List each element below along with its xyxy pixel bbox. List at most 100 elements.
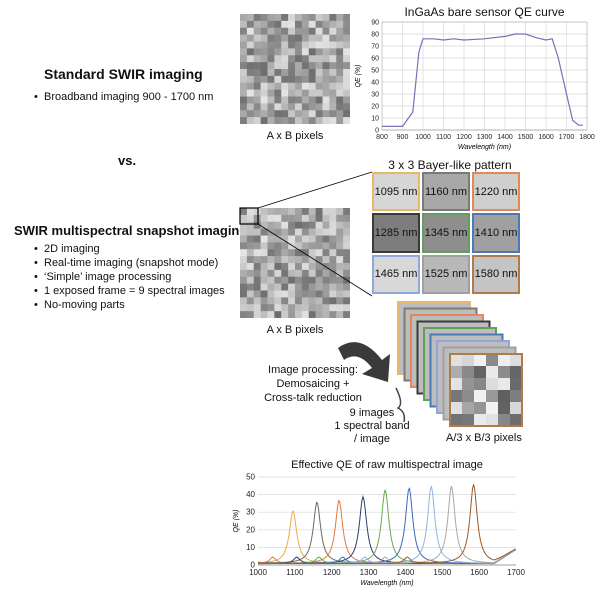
spectral-image-stack: [397, 301, 523, 427]
sensor-pixel: [295, 304, 303, 312]
sensor-pixel: [322, 75, 330, 84]
sensor-pixel: [274, 55, 282, 63]
sensor-pixel: [267, 269, 275, 278]
stack-line-1: 9 images: [349, 407, 395, 419]
sensor-pixel: [343, 304, 350, 312]
sensor-pixel: [322, 276, 330, 284]
sensor-pixel: [240, 304, 248, 312]
sensor-pixel: [343, 263, 350, 271]
processing-text: Image processing: Demosaicing + Cross-ta…: [248, 363, 378, 405]
sensor-pixel: [308, 249, 316, 257]
sensor-pixel: [295, 269, 303, 278]
sensor-pixel: [240, 214, 248, 223]
sensor-pixel: [246, 304, 255, 312]
sensor-pixel: [295, 276, 303, 284]
sensor-pixel: [281, 276, 289, 284]
sensor-pixel: [301, 235, 310, 243]
x-tick-label: 900: [397, 134, 409, 141]
sensor-pixel: [322, 69, 330, 77]
sensor-pixel: [308, 276, 316, 284]
sensor-pixel: [308, 89, 316, 97]
sensor-pixel: [315, 283, 323, 291]
x-tick-label: 1800: [579, 134, 595, 141]
sensor-pixel: [308, 283, 316, 291]
sensor-pixel: [301, 110, 310, 118]
sensor-pixel: [267, 283, 275, 291]
sensor-pixel: [260, 304, 268, 312]
sensor-pixel: [322, 27, 330, 35]
bayer-cell: 1345 nm: [422, 213, 470, 253]
sensor-pixel: [240, 62, 248, 70]
sensor-pixel: [240, 283, 248, 291]
sensor-pixel: [274, 103, 282, 111]
sensor-pixel: [274, 48, 282, 56]
sensor-pixel: [253, 27, 261, 35]
multispectral-bullet-3: 1 exposed frame = 9 spectral images: [34, 284, 225, 298]
processing-line-3: Cross-talk reduction: [264, 392, 362, 404]
sensor-pixel: [288, 62, 296, 70]
sensor-pixel: [301, 89, 310, 97]
sensor-pixel: [260, 263, 268, 271]
processing-line-2: Demosaicing +: [276, 378, 350, 390]
sensor-pixel: [315, 20, 323, 29]
sensor-pixel: [308, 214, 316, 223]
x-tick-label: 1700: [559, 134, 575, 141]
sensor-pixel: [267, 290, 275, 298]
sensor-pixel: [240, 263, 248, 271]
sensor-pixel: [301, 311, 310, 318]
sensor-pixel: [240, 75, 248, 84]
sensor-pixel: [267, 69, 275, 77]
sensor-pixel: [322, 283, 330, 291]
sensor-pixel: [253, 89, 261, 97]
sensor-pixel: [281, 103, 289, 111]
sensor-pixel: [329, 311, 337, 318]
sensor-pixel: [301, 304, 310, 312]
sensor-pixel: [274, 214, 282, 223]
sensor-pixel: [281, 69, 289, 77]
sensor-pixel: [315, 208, 323, 216]
sensor-pixel: [308, 228, 316, 236]
sensor-pixel: [336, 117, 344, 124]
sensor-pixel: [274, 96, 282, 104]
sensor-pixel: [329, 20, 337, 29]
sensor-pixel: [281, 228, 289, 236]
sensor-pixel: [288, 208, 296, 216]
sensor-pixel: [240, 89, 248, 97]
sensor-pixel: [246, 103, 255, 111]
sensor-pixel: [322, 249, 330, 257]
sensor-pixel: [336, 249, 344, 257]
x-tick-label: 1200: [456, 134, 472, 141]
sensor-pixel: [288, 96, 296, 104]
sensor-pixel: [288, 249, 296, 257]
x-axis-label: Wavelength (nm): [458, 144, 511, 151]
sensor-pixel: [308, 14, 316, 22]
sensor-pixel: [329, 89, 337, 97]
sensor-pixel: [295, 14, 303, 22]
sensor-pixel: [240, 27, 248, 35]
sensor-pixel: [274, 41, 282, 49]
sensor-pixel: [343, 89, 350, 97]
sensor-pixel: [267, 235, 275, 243]
sensor-pixel: [336, 62, 344, 70]
sensor-pixel: [308, 34, 316, 42]
sensor-pixel: [315, 82, 323, 90]
sensor-pixel: [288, 82, 296, 90]
sensor-pixel: [246, 75, 255, 84]
sensor-pixel: [343, 69, 350, 77]
x-tick-label: 1600: [470, 568, 488, 577]
sensor-pixel: [240, 96, 248, 104]
sensor-pixel: [274, 82, 282, 90]
sensor-pixel: [260, 117, 268, 124]
sensor-pixel: [274, 75, 282, 84]
sensor-pixel: [336, 103, 344, 111]
sensor-pixel: [301, 82, 310, 90]
standard-bullet-0: Broadband imaging 900 - 1700 nm: [34, 90, 213, 104]
sensor-pixel: [260, 297, 268, 305]
sensor-pixel: [336, 55, 344, 63]
sensor-pixel: [336, 221, 344, 229]
sensor-pixel: [343, 34, 350, 42]
x-tick-label: 1300: [360, 568, 378, 577]
sensor-pixel: [288, 117, 296, 124]
sensor-pixel: [343, 41, 350, 49]
